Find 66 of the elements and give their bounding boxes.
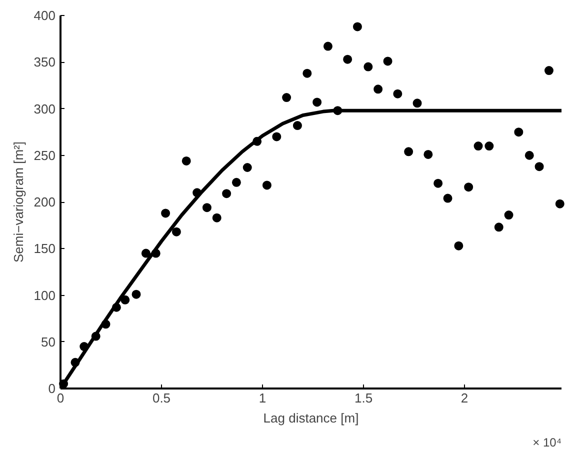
point bbox=[443, 194, 452, 203]
point bbox=[141, 248, 150, 258]
point bbox=[282, 93, 292, 102]
point bbox=[504, 210, 514, 220]
x-tick-label: 1.5 bbox=[354, 390, 373, 406]
point bbox=[120, 295, 130, 304]
point bbox=[434, 178, 443, 188]
point bbox=[101, 320, 110, 329]
point bbox=[312, 98, 322, 107]
point bbox=[262, 180, 272, 190]
point bbox=[172, 227, 181, 236]
y-tick-label: 150 bbox=[34, 241, 56, 256]
point bbox=[232, 178, 241, 187]
point bbox=[352, 22, 362, 32]
point bbox=[242, 163, 252, 172]
point bbox=[91, 332, 100, 341]
point bbox=[393, 89, 402, 98]
point bbox=[524, 150, 534, 160]
point bbox=[292, 121, 302, 130]
point bbox=[59, 379, 68, 388]
y-tick-label: 0 bbox=[48, 381, 56, 396]
point bbox=[333, 106, 342, 116]
y-tick-label: 400 bbox=[34, 8, 56, 23]
point bbox=[222, 189, 232, 198]
x-tick-label: 0.5 bbox=[152, 390, 171, 406]
point bbox=[343, 54, 352, 64]
point bbox=[323, 42, 332, 51]
point bbox=[80, 342, 89, 352]
point bbox=[272, 132, 282, 142]
point bbox=[151, 248, 160, 258]
point bbox=[474, 142, 483, 151]
point bbox=[202, 203, 212, 212]
x-tick-label: 1 bbox=[258, 390, 266, 406]
point bbox=[412, 98, 422, 108]
point bbox=[514, 128, 524, 137]
point bbox=[182, 156, 191, 166]
point bbox=[484, 142, 494, 151]
x-axis-title: Lag distance [m] bbox=[263, 410, 359, 426]
point bbox=[70, 358, 80, 367]
y-tick-label: 100 bbox=[34, 288, 56, 303]
y-tick-label: 50 bbox=[41, 334, 56, 350]
point bbox=[161, 208, 170, 218]
point bbox=[464, 182, 474, 192]
y-tick-label: 200 bbox=[34, 194, 56, 210]
point bbox=[302, 68, 312, 78]
y-tick-label: 250 bbox=[34, 148, 56, 163]
point bbox=[112, 302, 121, 312]
point bbox=[374, 84, 383, 94]
point bbox=[555, 199, 564, 208]
y-tick-label: 300 bbox=[34, 101, 56, 116]
y-tick-label: 350 bbox=[34, 54, 56, 70]
y-axis-title: Semi−variogram [m²] bbox=[10, 142, 26, 262]
point bbox=[132, 290, 141, 299]
point bbox=[494, 222, 504, 232]
point bbox=[454, 241, 464, 250]
point bbox=[534, 162, 544, 172]
point bbox=[252, 136, 262, 146]
point bbox=[383, 56, 392, 66]
text: × 10⁴ bbox=[532, 436, 562, 450]
point bbox=[192, 188, 202, 198]
point bbox=[424, 150, 433, 159]
x-tick-label: 2 bbox=[460, 390, 468, 406]
point bbox=[544, 66, 554, 76]
point bbox=[404, 147, 414, 156]
point bbox=[364, 62, 373, 72]
point bbox=[212, 213, 222, 222]
